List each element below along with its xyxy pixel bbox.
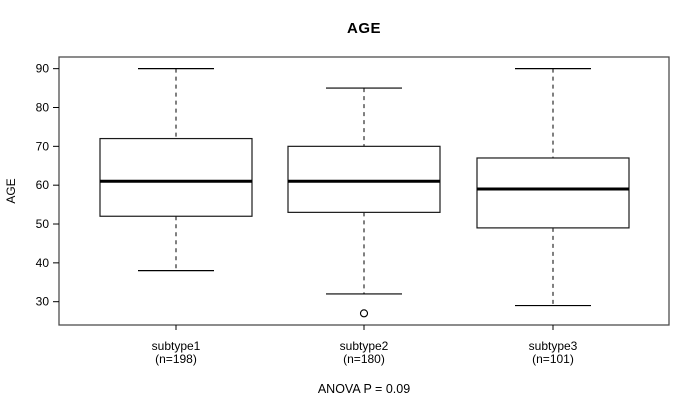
- group-label: subtype2: [340, 339, 389, 353]
- y-tick-label: 40: [36, 256, 50, 270]
- chart-title: AGE: [346, 20, 381, 37]
- y-tick-label: 70: [36, 139, 50, 153]
- y-tick-label: 80: [36, 100, 50, 114]
- group-label: subtype3: [529, 339, 578, 353]
- y-tick-label: 30: [36, 295, 50, 309]
- group-label: subtype1: [152, 339, 201, 353]
- y-tick-label: 60: [36, 178, 50, 192]
- outlier-point: [359, 309, 369, 318]
- group-sublabel: (n=198): [155, 352, 197, 366]
- box-rect: [99, 137, 253, 217]
- group-sublabel: (n=101): [532, 352, 574, 366]
- group-sublabel: (n=180): [343, 352, 385, 366]
- box-rect: [287, 145, 441, 213]
- y-tick-label: 90: [36, 62, 50, 76]
- y-tick-label: 50: [36, 217, 50, 231]
- anova-annotation: ANOVA P = 0.09: [317, 382, 411, 396]
- box-rect: [476, 157, 630, 229]
